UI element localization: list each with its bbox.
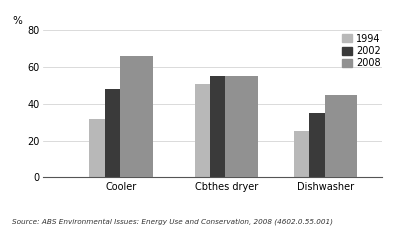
Legend: 1994, 2002, 2008: 1994, 2002, 2008 [342, 34, 381, 69]
Bar [294, 131, 327, 178]
Bar [325, 95, 357, 178]
Bar [210, 76, 243, 178]
Bar [195, 84, 227, 178]
Text: %: % [12, 16, 22, 26]
Bar [89, 118, 122, 178]
Text: Source: ABS Environmental Issues: Energy Use and Conservation, 2008 (4602.0.55.0: Source: ABS Environmental Issues: Energy… [12, 218, 333, 225]
Bar [225, 76, 258, 178]
Bar [120, 56, 153, 178]
Bar [309, 113, 342, 178]
Bar [105, 89, 137, 178]
